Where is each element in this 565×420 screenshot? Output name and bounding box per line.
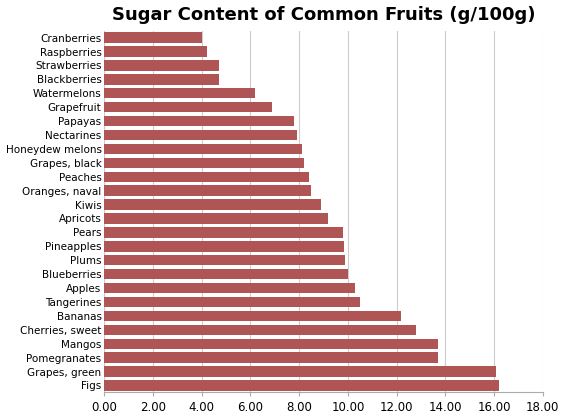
Bar: [105, 102, 272, 113]
Bar: [105, 325, 416, 335]
Bar: [105, 88, 255, 99]
Bar: [105, 297, 360, 307]
Bar: [105, 32, 202, 43]
Bar: [105, 171, 309, 182]
Bar: [105, 60, 219, 71]
Bar: [105, 352, 438, 363]
Bar: [105, 74, 219, 84]
Bar: [105, 158, 304, 168]
Bar: [105, 283, 355, 293]
Bar: [105, 186, 311, 196]
Bar: [105, 366, 497, 377]
Bar: [105, 241, 344, 252]
Bar: [105, 227, 343, 238]
Bar: [105, 200, 321, 210]
Bar: [105, 311, 402, 321]
Title: Sugar Content of Common Fruits (g/100g): Sugar Content of Common Fruits (g/100g): [112, 5, 535, 24]
Bar: [105, 130, 297, 140]
Bar: [105, 144, 302, 154]
Bar: [105, 213, 328, 224]
Bar: [105, 269, 348, 279]
Bar: [105, 46, 207, 57]
Bar: [105, 116, 294, 126]
Bar: [105, 255, 345, 265]
Bar: [105, 339, 438, 349]
Bar: [105, 380, 499, 391]
